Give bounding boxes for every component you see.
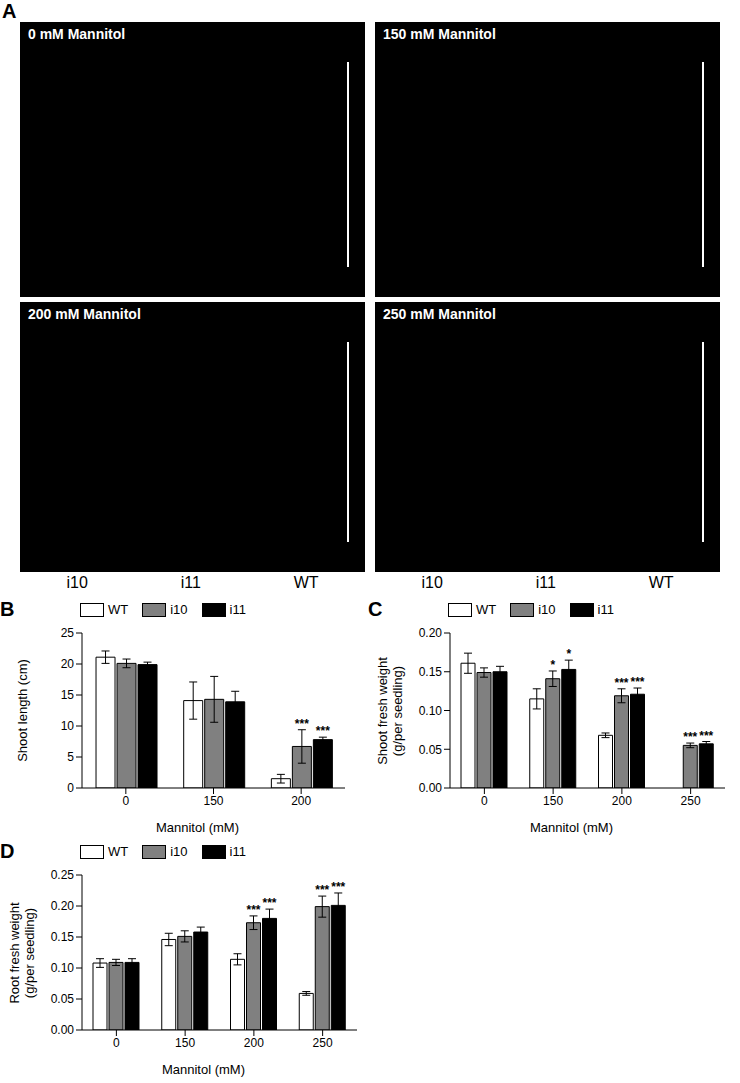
svg-text:200: 200	[244, 1036, 264, 1050]
html-text:Mannitol (mM): Mannitol (mM)	[530, 820, 613, 835]
svg-text:0.15: 0.15	[419, 665, 443, 679]
html-text:i10: i10	[170, 844, 188, 859]
svg-text:***: ***	[315, 883, 329, 897]
svg-text:0.00: 0.00	[419, 781, 443, 795]
svg-text:0.05: 0.05	[51, 992, 75, 1006]
svg-text:150: 150	[203, 794, 223, 808]
html-text:WT: WT	[476, 602, 497, 617]
svg-text:*: *	[550, 658, 555, 672]
html-text:WT: WT	[108, 844, 129, 859]
html-text:0 mM Mannitol: 0 mM Mannitol	[28, 26, 126, 42]
html-text:250 mM Mannitol: 250 mM Mannitol	[383, 306, 496, 322]
svg-text:0.05: 0.05	[419, 743, 443, 757]
html-text:i11: i11	[229, 844, 246, 859]
html-text:i10: i10	[421, 574, 443, 591]
svg-text:***: ***	[316, 724, 330, 738]
html-text:i11: i11	[229, 602, 246, 617]
svg-text:***: ***	[614, 676, 628, 690]
svg-text:150: 150	[543, 794, 563, 808]
svg-text:***: ***	[246, 903, 260, 917]
svg-text:0.10: 0.10	[419, 704, 443, 718]
svg-text:20: 20	[61, 657, 75, 671]
svg-text:0: 0	[113, 1036, 120, 1050]
svg-text:150: 150	[175, 1036, 195, 1050]
svg-text:0.25: 0.25	[51, 868, 75, 882]
svg-text:0: 0	[481, 794, 488, 808]
html-text:Mannitol (mM): Mannitol (mM)	[162, 1062, 245, 1077]
html-text:(g/per seedling): (g/per seedling)	[390, 665, 405, 756]
svg-text:*: *	[566, 647, 571, 661]
html-text:i10: i10	[170, 602, 188, 617]
svg-text:0.00: 0.00	[51, 1023, 75, 1037]
html-text:i10: i10	[66, 574, 88, 591]
html-text:i11: i11	[180, 574, 201, 591]
html-text:200 mM Mannitol: 200 mM Mannitol	[28, 306, 141, 322]
svg-text:0: 0	[122, 794, 129, 808]
html-text:Shoot length (cm): Shoot length (cm)	[14, 659, 30, 762]
svg-text:200: 200	[612, 794, 632, 808]
html-text:A: A	[2, 0, 17, 22]
html-text:i11: i11	[597, 602, 614, 617]
html-text:B: B	[0, 598, 15, 620]
svg-text:***: ***	[262, 896, 276, 910]
html-text:i10: i10	[538, 602, 556, 617]
svg-text:***: ***	[699, 729, 713, 743]
html-text:Mannitol (mM): Mannitol (mM)	[156, 820, 239, 835]
svg-text:***: ***	[331, 880, 345, 894]
html-text:Shoot fresh weight: Shoot fresh weight	[375, 656, 390, 765]
svg-text:25: 25	[61, 626, 75, 640]
html-text:C: C	[368, 598, 383, 620]
svg-text:***: ***	[683, 730, 697, 744]
html-text:150 mM Mannitol: 150 mM Mannitol	[383, 26, 496, 42]
html-text:WT: WT	[648, 574, 674, 591]
svg-text:0: 0	[67, 781, 74, 795]
html-text:WT: WT	[108, 602, 129, 617]
svg-text:200: 200	[291, 794, 311, 808]
svg-text:250: 250	[681, 794, 701, 808]
svg-text:10: 10	[61, 719, 75, 733]
svg-text:5: 5	[67, 750, 74, 764]
svg-text:0.20: 0.20	[51, 899, 75, 913]
svg-text:0.20: 0.20	[419, 626, 443, 640]
html-text:Root fresh weight: Root fresh weight	[7, 901, 22, 1004]
html-text:i11: i11	[535, 574, 556, 591]
svg-text:***: ***	[630, 675, 644, 689]
svg-text:250: 250	[313, 1036, 333, 1050]
svg-text:0.15: 0.15	[51, 930, 75, 944]
svg-text:15: 15	[61, 688, 75, 702]
svg-text:***: ***	[295, 717, 309, 731]
html-text:(g/per seedling): (g/per seedling)	[22, 907, 37, 998]
html-text:D: D	[0, 840, 15, 862]
html-text:WT: WT	[293, 574, 319, 591]
svg-text:0.10: 0.10	[51, 961, 75, 975]
